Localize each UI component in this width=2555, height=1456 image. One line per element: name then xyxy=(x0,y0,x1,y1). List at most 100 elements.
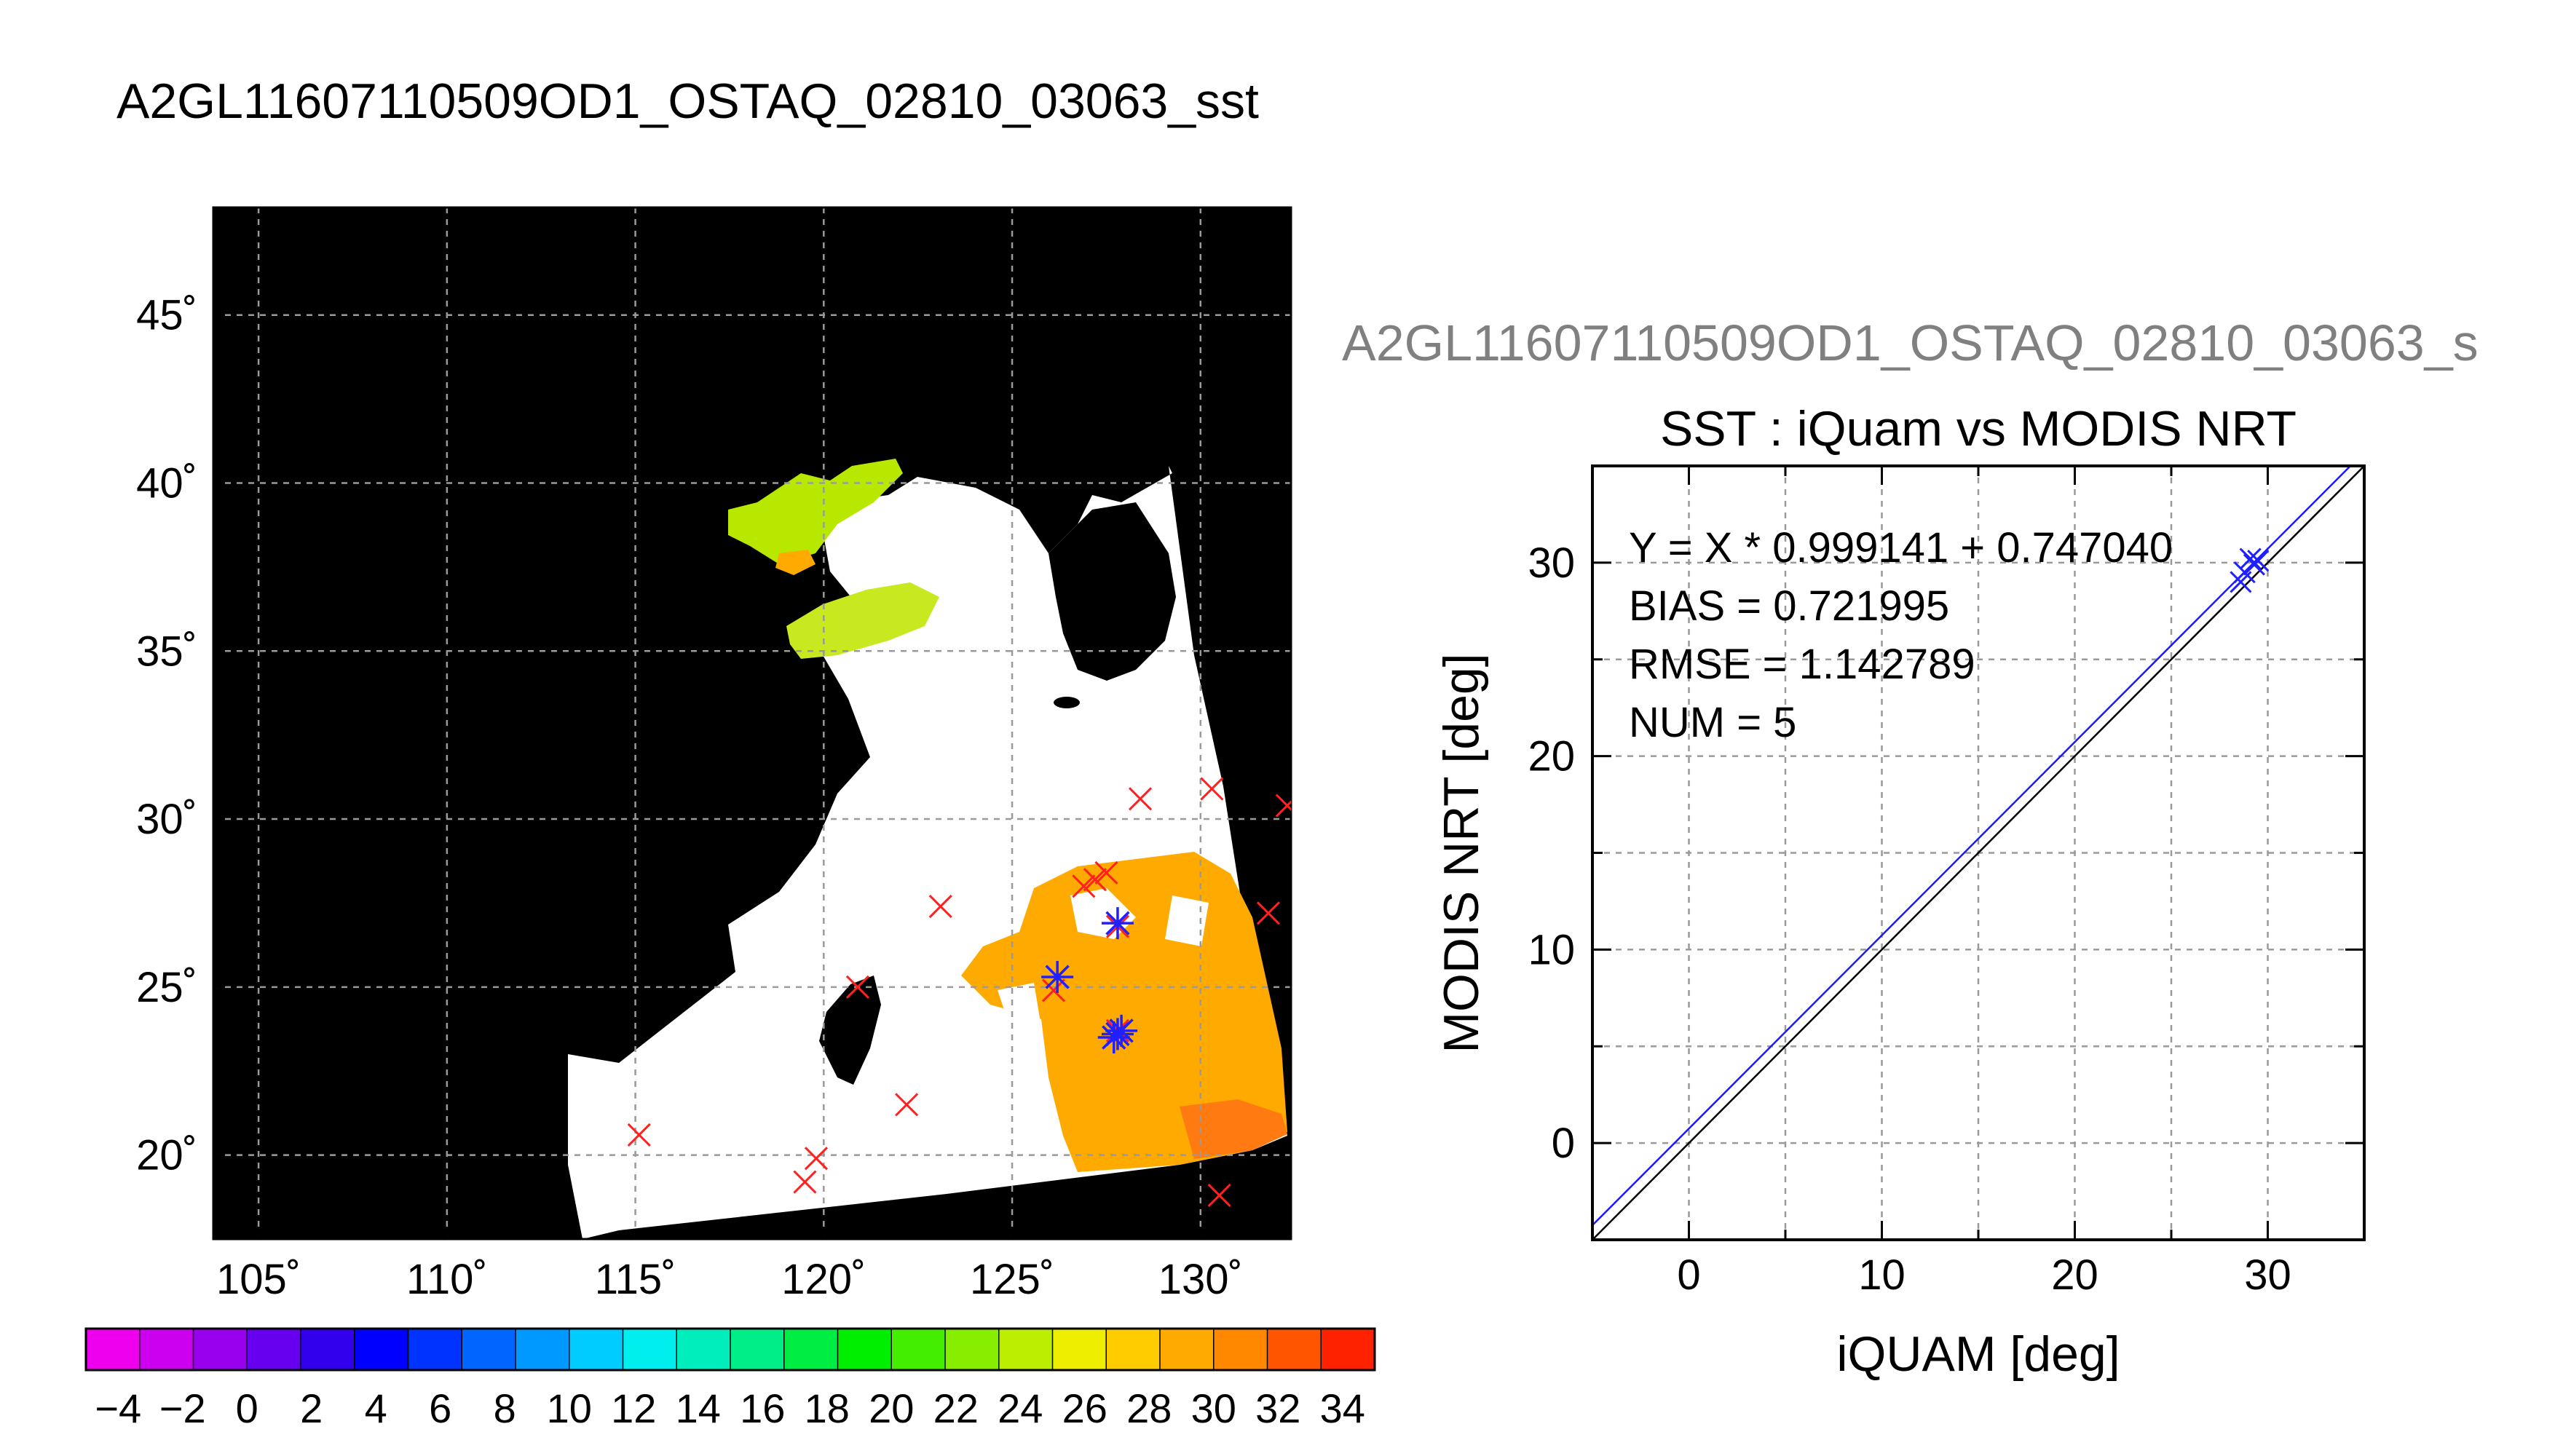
fit-statistic-line: BIAS = 0.721995 xyxy=(1629,582,1949,630)
fit-statistic-line: RMSE = 1.142789 xyxy=(1629,641,1975,688)
colorbar-swatch xyxy=(945,1329,1000,1370)
match-marker xyxy=(793,1170,817,1194)
scatter-x-tick-label: 10 xyxy=(1858,1251,1906,1299)
valid-marker xyxy=(1097,1021,1130,1054)
scatter-supertitle: A2GL11607110509OD1_OSTAQ_02810_03063_s xyxy=(1342,314,2479,371)
colorbar-tick-label: 26 xyxy=(1062,1385,1107,1431)
map-y-tick-label: 20˚ xyxy=(136,1132,197,1179)
colorbar-swatch xyxy=(301,1329,355,1370)
match-marker xyxy=(1200,777,1224,801)
colorbar-tick-label: 16 xyxy=(740,1385,785,1431)
sst-map: 105˚ 110˚ 115˚ 120˚ 125˚ 130˚ 20˚ 25˚ 30˚ 35˚ 40˚… xyxy=(136,206,1292,1303)
map-y-tick-label: 35˚ xyxy=(136,628,197,675)
scatter-y-tick-label: 10 xyxy=(1528,926,1575,973)
scatter-point xyxy=(2233,561,2256,584)
match-marker xyxy=(1094,860,1118,885)
valid-marker xyxy=(1101,907,1134,940)
colorbar-swatch xyxy=(891,1329,946,1370)
colorbar: −4 −2 0 2 4 6 8 10 12 14 16 18 20 22 24 26 28 30 32 34 xyxy=(84,1327,1376,1431)
colorbar-tick-label: −4 xyxy=(95,1385,141,1431)
swath-edge-bottom xyxy=(947,1158,1291,1239)
colorbar-tick-label: 8 xyxy=(494,1385,516,1431)
scatter-y-axis-label: MODIS NRT [deg] xyxy=(1434,653,1489,1053)
scatter-x-tick-label: 0 xyxy=(1677,1251,1700,1299)
kuroshio-sst-warm xyxy=(1180,1099,1287,1159)
colorbar-tick-label: 10 xyxy=(547,1385,592,1431)
colorbar-tick-label: 0 xyxy=(236,1385,258,1431)
map-x-tick-label: 110˚ xyxy=(406,1256,488,1303)
colorbar-frame xyxy=(84,1327,1376,1372)
scatter-title: SST : iQuam vs MODIS NRT xyxy=(1660,401,2297,456)
map-y-ticks: 20˚ 25˚ 30˚ 35˚ 40˚ 45˚ xyxy=(136,292,224,1179)
korea-landmass xyxy=(1049,502,1176,681)
colorbar-swatch xyxy=(193,1329,248,1370)
scatter-x-axis-label: iQUAM [deg] xyxy=(1836,1326,2120,1382)
cloud-gap xyxy=(998,983,1041,1034)
east-china-sea-sst xyxy=(961,852,1287,1172)
colorbar-swatch xyxy=(1321,1329,1375,1370)
colorbar-tick-label: 24 xyxy=(998,1385,1043,1431)
map-gridlines xyxy=(213,207,1291,1239)
match-marker xyxy=(1083,868,1107,892)
map-x-ticks: 105˚ 110˚ 115˚ 120˚ 125˚ 130˚ xyxy=(216,1229,1243,1303)
match-marker xyxy=(1256,901,1281,925)
match-marker xyxy=(1041,978,1066,1002)
colorbar-swatch xyxy=(1052,1329,1107,1370)
colorbar-tick-label: 6 xyxy=(429,1385,451,1431)
colorbar-tick-label: 2 xyxy=(300,1385,323,1431)
colorbar-swatch xyxy=(1267,1329,1322,1370)
colorbar-swatch xyxy=(86,1329,141,1370)
fit-statistics: Y = X * 0.999141 + 0.747040 BIAS = 0.7219… xyxy=(1629,524,2173,746)
colorbar-swatch xyxy=(1160,1329,1215,1370)
colorbar-tick-label: 22 xyxy=(933,1385,979,1431)
cloud-gap xyxy=(1165,895,1209,946)
scatter-y-tick-label: 30 xyxy=(1528,539,1575,587)
match-marker xyxy=(895,1093,919,1117)
match-marker xyxy=(1072,874,1096,898)
map-y-tick-label: 30˚ xyxy=(136,796,197,843)
colorbar-swatch xyxy=(1213,1329,1268,1370)
colorbar-tick-label: 34 xyxy=(1320,1385,1365,1431)
scatter-y-tick-label: 0 xyxy=(1552,1120,1575,1167)
scatter-plot: 0 10 20 30 0 10 20 30 Y = X * 0.999141 + 0.7470… xyxy=(1528,464,2366,1299)
colorbar-tick-label: 4 xyxy=(365,1385,387,1431)
colorbar-swatch xyxy=(462,1329,516,1370)
map-x-tick-label: 115˚ xyxy=(595,1256,676,1303)
map-x-tick-label: 125˚ xyxy=(970,1256,1054,1303)
colorbar-tick-label: 28 xyxy=(1126,1385,1172,1431)
colorbar-tick-label: 14 xyxy=(676,1385,721,1431)
map-frame xyxy=(212,206,1292,1241)
match-marker xyxy=(845,975,869,999)
colorbar-tick-label: 18 xyxy=(805,1385,850,1431)
scatter-x-tick-label: 20 xyxy=(2051,1251,2098,1299)
map-x-tick-label: 120˚ xyxy=(781,1256,866,1303)
match-marker xyxy=(1207,1183,1231,1208)
colorbar-swatch xyxy=(408,1329,462,1370)
colorbar-swatch xyxy=(676,1329,731,1370)
scatter-gridlines xyxy=(1592,466,2364,1240)
scatter-point xyxy=(2247,550,2270,572)
scatter-y-tick-label: 20 xyxy=(1528,733,1575,780)
colorbar-swatch xyxy=(1106,1329,1161,1370)
colorbar-swatch xyxy=(730,1329,785,1370)
map-title: A2GL11607110509OD1_OSTAQ_02810_03063_sst xyxy=(117,74,1259,129)
colorbar-tick-label: 30 xyxy=(1191,1385,1236,1431)
match-marker xyxy=(627,1123,651,1147)
colorbar-swatch xyxy=(623,1329,677,1370)
scatter-point xyxy=(2239,547,2262,570)
identity-line xyxy=(1592,466,2364,1240)
colorbar-tick-label: 12 xyxy=(611,1385,656,1431)
colorbar-swatch xyxy=(569,1329,624,1370)
taiwan-landmass xyxy=(819,976,881,1085)
map-x-tick-label: 105˚ xyxy=(216,1256,301,1303)
map-x-tick-label: 130˚ xyxy=(1158,1256,1243,1303)
scatter-points xyxy=(2230,547,2270,593)
colorbar-swatch xyxy=(247,1329,301,1370)
scatter-ticks: 0 10 20 30 0 10 20 30 xyxy=(1528,466,2364,1299)
bohai-sst xyxy=(728,459,903,564)
map-y-tick-label: 45˚ xyxy=(136,292,197,339)
colorbar-swatch xyxy=(516,1329,570,1370)
valid-markers xyxy=(1041,907,1138,1054)
scatter-x-tick-label: 30 xyxy=(2244,1251,2291,1299)
